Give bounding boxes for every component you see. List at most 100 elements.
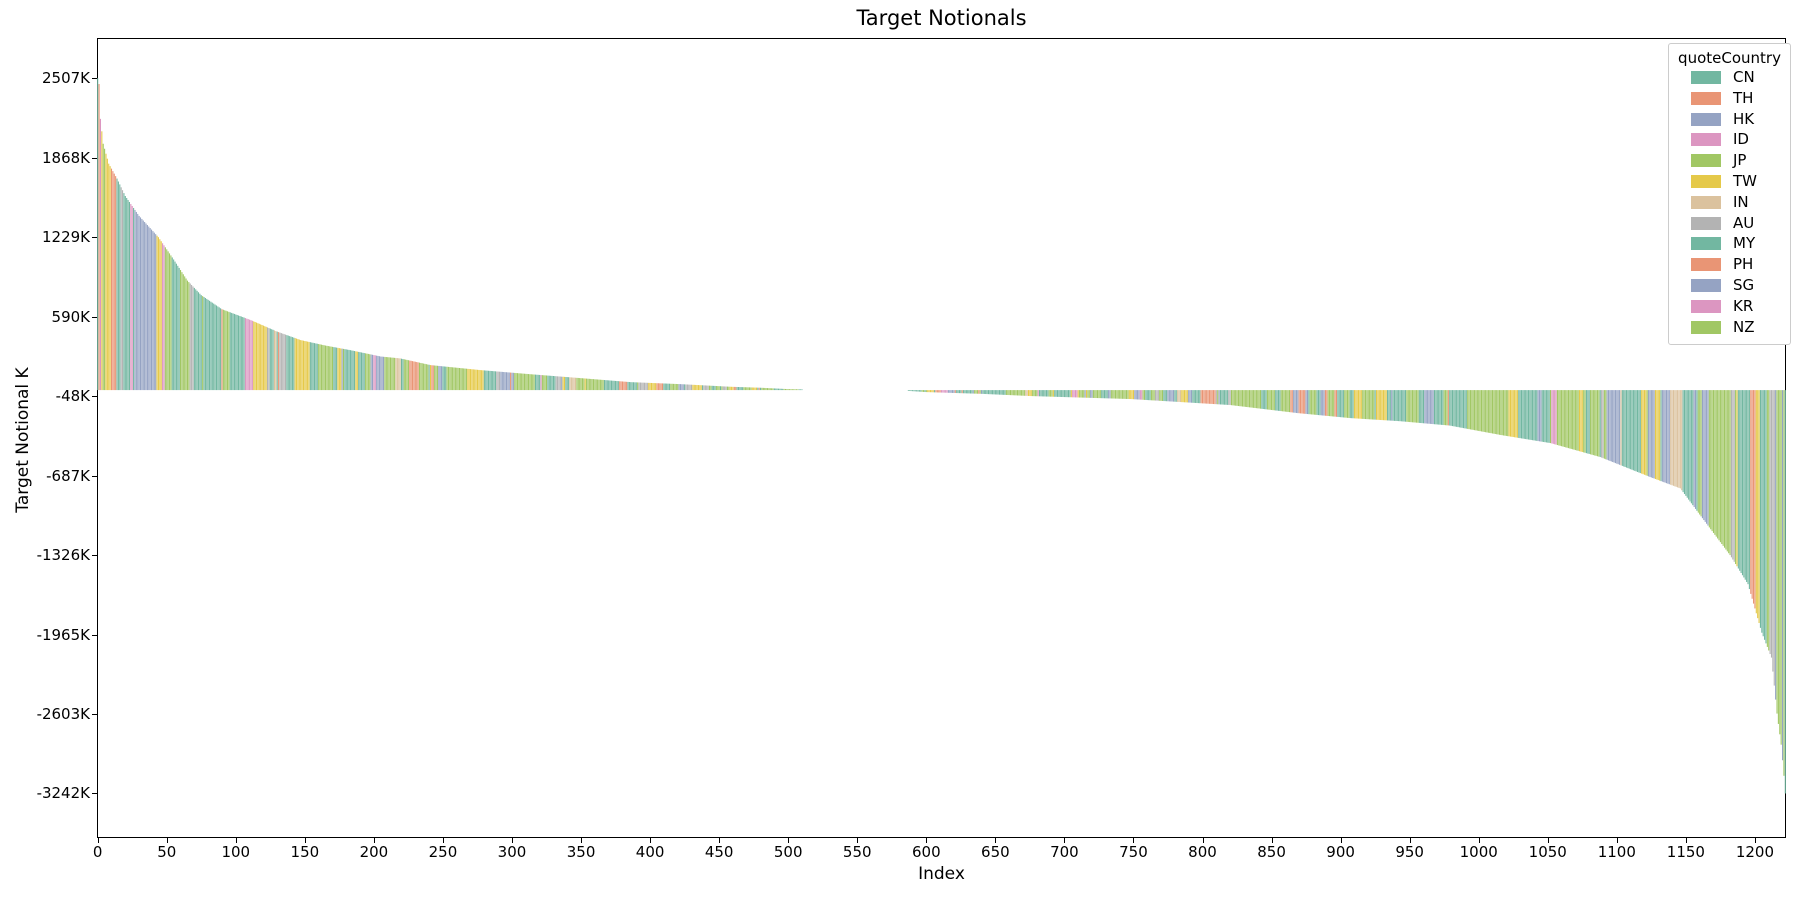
legend-item: TW [1669,171,1790,192]
legend-item-label: JP [1733,151,1747,170]
legend-item-label: AU [1733,213,1755,232]
x-tick-label: 600 [911,843,941,861]
x-tick-mark [650,838,652,843]
legend-item-label: TW [1733,171,1757,190]
x-tick-mark [1271,838,1273,843]
x-tick-label: 50 [157,843,177,861]
legend-swatch [1691,91,1721,105]
legend-swatch [1691,237,1721,251]
legend-title: quoteCountry [1678,49,1781,67]
legend-swatch [1691,299,1721,313]
legend-swatch [1691,320,1721,334]
x-axis-label: Index [918,864,965,884]
y-tick-mark [92,634,97,636]
y-tick-label: -2603K [36,704,90,723]
x-tick-label: 1150 [1666,843,1705,861]
x-tick-mark [511,838,513,843]
x-tick-mark [1340,838,1342,843]
y-tick-mark [92,713,97,715]
legend-items: CN TH HK ID JP TW IN AU MY PH SG KR NZ [1669,67,1790,337]
x-tick-mark [1685,838,1687,843]
x-tick-mark [442,838,444,843]
x-tick-label: 650 [981,843,1010,861]
legend-item: TH [1669,88,1790,109]
legend-item-label: SG [1733,275,1755,294]
y-tick-label: -3242K [36,784,90,803]
y-tick-mark [92,396,97,398]
chart-title: Target Notionals [856,6,1027,30]
x-tick-label: 1200 [1735,843,1775,861]
y-tick-label: 1229K [41,228,90,247]
legend-item-label: IN [1733,192,1749,211]
legend-item-label: HK [1733,109,1755,128]
x-tick-label: 800 [1188,843,1217,861]
legend-swatch [1691,195,1721,209]
legend-swatch [1691,258,1721,272]
legend-item: SG [1669,275,1790,296]
x-tick-label: 350 [566,843,596,861]
legend-swatch [1691,154,1721,168]
x-tick-label: 250 [428,843,458,861]
x-tick-mark [1064,838,1066,843]
legend-item-label: PH [1733,255,1754,274]
x-tick-mark [788,838,790,843]
legend-item: PH [1669,254,1790,275]
legend-item: JP [1669,150,1790,171]
x-tick-mark [926,838,928,843]
x-tick-mark [235,838,237,843]
x-tick-label: 500 [773,843,803,861]
y-tick-mark [92,555,97,557]
y-tick-mark [92,793,97,795]
legend: quoteCountry CN TH HK ID JP TW IN AU MY PH SG KR NZ [1668,43,1791,345]
x-tick-label: 450 [704,843,734,861]
x-tick-mark [97,838,99,843]
x-tick-mark [581,838,583,843]
legend-item-label: CN [1733,68,1755,86]
legend-item: IN [1669,192,1790,213]
y-tick-label: -1326K [36,546,90,565]
legend-swatch [1691,174,1721,188]
x-tick-mark [304,838,306,843]
x-tick-mark [1133,838,1135,843]
x-tick-label: 900 [1326,843,1355,861]
x-tick-mark [857,838,859,843]
x-tick-mark [1754,838,1756,843]
legend-item: MY [1669,233,1790,254]
x-tick-mark [1547,838,1549,843]
y-tick-label: -48K [55,387,90,406]
y-tick-label: -1965K [36,625,90,644]
legend-item-label: TH [1733,88,1754,107]
legend-swatch [1691,278,1721,292]
y-tick-mark [92,78,97,80]
x-tick-label: 150 [290,843,320,861]
legend-item: HK [1669,109,1790,130]
legend-item: CN [1669,67,1790,88]
x-tick-mark [995,838,997,843]
y-axis-label: Target Notional K [13,367,33,513]
x-tick-mark [166,838,168,843]
x-tick-mark [719,838,721,843]
legend-item-label: NZ [1733,317,1755,336]
y-tick-mark [92,475,97,477]
legend-swatch [1691,112,1721,126]
bars-canvas [97,38,1786,838]
y-tick-label: 590K [51,307,90,326]
x-tick-label: 100 [221,843,251,861]
x-tick-mark [373,838,375,843]
x-tick-mark [1616,838,1618,843]
legend-item: KR [1669,296,1790,317]
x-tick-mark [1478,838,1480,843]
y-tick-mark [92,316,97,318]
x-tick-label: 200 [359,843,389,861]
x-tick-label: 1000 [1459,843,1498,861]
x-tick-label: 850 [1257,843,1286,861]
legend-item: NZ [1669,317,1790,338]
legend-swatch [1691,216,1721,230]
x-tick-label: 700 [1050,843,1079,861]
x-tick-label: 400 [635,843,665,861]
x-tick-label: 1100 [1597,843,1636,861]
y-tick-mark [92,157,97,159]
legend-item: ID [1669,129,1790,150]
legend-item-label: KR [1733,296,1754,315]
x-tick-label: 950 [1395,843,1424,861]
